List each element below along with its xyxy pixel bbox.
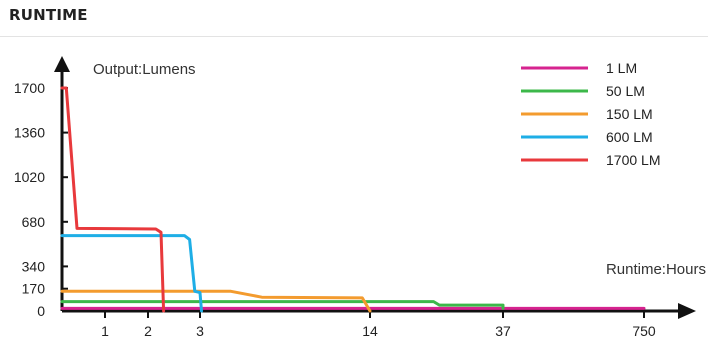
y-tick-label: 170: [22, 281, 46, 297]
series-line-150-lm: [60, 289, 372, 313]
x-tick-label: 2: [144, 323, 152, 339]
x-tick-label: 37: [495, 323, 511, 339]
x-tick-label: 1: [101, 323, 109, 339]
legend-label-1700-lm: 1700 LM: [606, 152, 660, 168]
y-tick-label: 1360: [14, 125, 45, 141]
y-axis-arrow: [54, 56, 70, 72]
x-tick-label: 3: [196, 323, 204, 339]
section-title: RUNTIME: [9, 6, 88, 24]
x-tick-label: 14: [362, 323, 378, 339]
series-line-1700-lm: [60, 86, 166, 313]
legend-label-50-lm: 50 LM: [606, 83, 645, 99]
y-tick-label: 680: [22, 214, 46, 230]
legend-label-150-lm: 150 LM: [606, 106, 653, 122]
y-tick-label: 1020: [14, 169, 45, 185]
axes: 0 170 340 680 1020 1360 1700 1 2 3 14 37 750 Output:L…: [14, 56, 706, 339]
series-line-50-lm: [60, 300, 505, 310]
legend-label-1-lm: 1 LM: [606, 60, 637, 76]
title-divider: [0, 36, 708, 37]
x-axis-arrow: [678, 303, 696, 319]
x-axis-title: Runtime:Hours: [606, 261, 706, 278]
legend: 1 LM 50 LM 150 LM 600 LM 1700 LM: [521, 60, 660, 168]
x-tick-label: 750: [632, 323, 656, 339]
legend-label-600-lm: 600 LM: [606, 129, 653, 145]
series-line-600-lm: [60, 234, 203, 313]
y-tick-label: 0: [37, 303, 45, 319]
series-lines: [60, 86, 646, 313]
y-axis-title: Output:Lumens: [93, 61, 196, 78]
y-tick-label: 340: [22, 258, 46, 274]
y-tick-label: 1700: [14, 80, 45, 96]
